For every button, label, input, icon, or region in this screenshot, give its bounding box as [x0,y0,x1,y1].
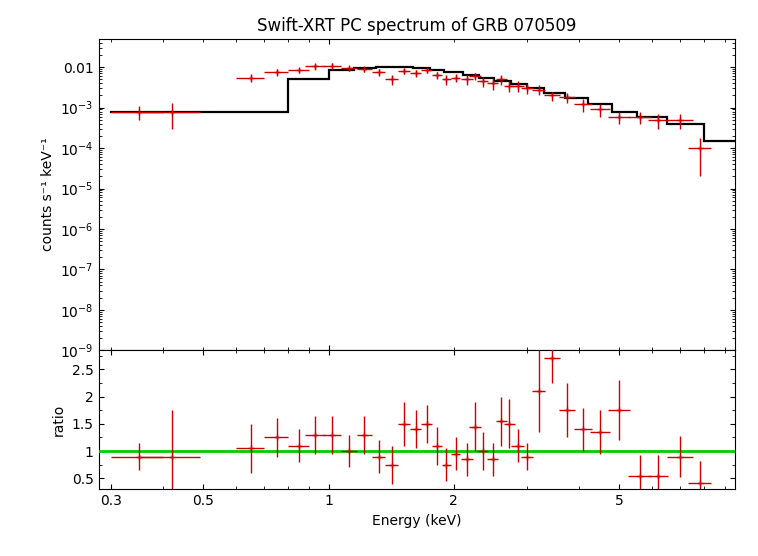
Title: Swift-XRT PC spectrum of GRB 070509: Swift-XRT PC spectrum of GRB 070509 [257,17,577,34]
X-axis label: Energy (keV): Energy (keV) [372,514,462,528]
Y-axis label: counts s⁻¹ keV⁻¹: counts s⁻¹ keV⁻¹ [41,138,55,251]
Y-axis label: ratio: ratio [52,404,66,436]
